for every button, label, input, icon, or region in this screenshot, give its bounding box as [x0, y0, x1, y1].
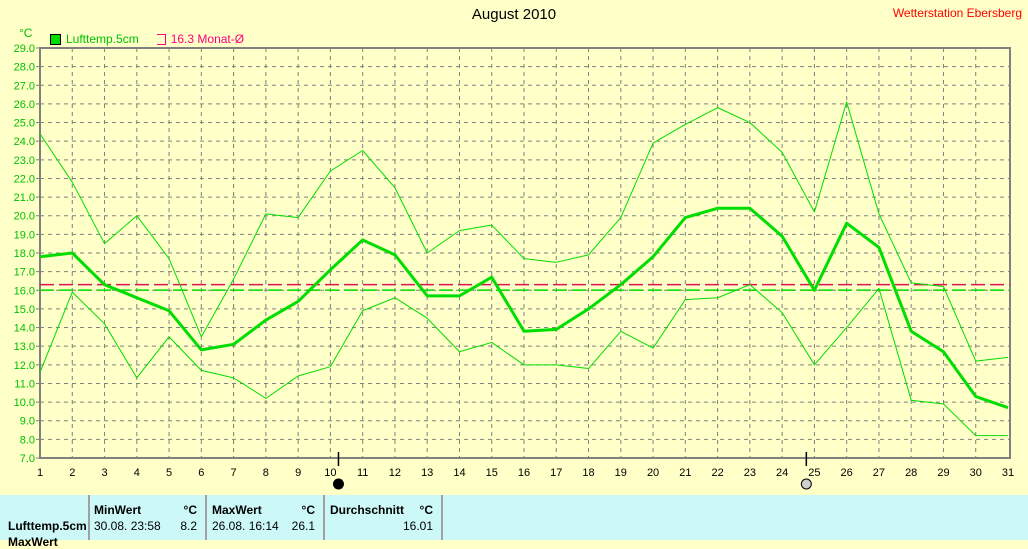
x-tick-label: 10 [324, 467, 336, 479]
x-tick-label: 12 [389, 467, 401, 479]
y-tick-label: 19.0 [14, 229, 35, 241]
y-tick-label: 25.0 [14, 118, 35, 130]
y-tick-label: 17.0 [14, 267, 35, 279]
y-tick-label: 7.0 [20, 453, 35, 465]
min-column: MinWert °C 30.08. 23:58 8.2 [90, 495, 207, 540]
y-tick-label: 26.0 [14, 99, 35, 111]
x-tick-label: 14 [453, 467, 465, 479]
y-tick-label: 18.0 [14, 248, 35, 260]
y-tick-label: 14.0 [14, 323, 35, 335]
min-value: 8.2 [180, 519, 197, 533]
legend-label-monthly-avg: 16.3 Monat-Ø [171, 32, 244, 46]
y-tick-label: 9.0 [20, 416, 35, 428]
y-tick-label: 8.0 [20, 434, 35, 446]
x-tick-label: 13 [421, 467, 433, 479]
x-tick-label: 5 [166, 467, 172, 479]
legend: Lufttemp.5cm 16.3 Monat-Ø [50, 32, 244, 46]
y-axis-unit: °C [19, 26, 32, 40]
max-header: MaxWert [212, 503, 262, 517]
avg-column: Durchschnitt °C 16.01 [325, 495, 443, 540]
x-tick-label: 3 [101, 467, 107, 479]
new-moon-icon [333, 479, 343, 489]
y-tick-label: 24.0 [14, 136, 35, 148]
x-tick-label: 19 [615, 467, 627, 479]
y-tick-label: 10.0 [14, 397, 35, 409]
y-tick-label: 29.0 [14, 43, 35, 55]
x-tick-label: 1 [37, 467, 43, 479]
x-tick-label: 28 [905, 467, 917, 479]
x-tick-label: 22 [711, 467, 723, 479]
legend-item-monthly-avg: 16.3 Monat-Ø [157, 32, 244, 46]
x-tick-label: 21 [679, 467, 691, 479]
legend-item-series: Lufttemp.5cm [50, 32, 139, 46]
x-tick-label: 4 [134, 467, 140, 479]
x-tick-label: 23 [744, 467, 756, 479]
y-tick-label: 12.0 [14, 360, 35, 372]
station-name: Wetterstation Ebersberg [893, 6, 1022, 20]
full-moon-icon [801, 479, 811, 489]
label-column: Lufttemp.5cm MaxWert [0, 495, 90, 540]
x-tick-label: 8 [263, 467, 269, 479]
x-tick-label: 29 [937, 467, 949, 479]
x-tick-label: 30 [970, 467, 982, 479]
x-tick-label: 2 [69, 467, 75, 479]
x-tick-label: 27 [873, 467, 885, 479]
min-time: 30.08. 23:58 [94, 519, 161, 533]
legend-swatch-series [50, 34, 61, 45]
chart-title: August 2010 [0, 6, 1028, 23]
min-header: MinWert [94, 503, 141, 517]
temperature-chart: 7.0 8.0 9.0 10.0 11.0 12.0 13.0 14.0 15.0 16.0 17.… [0, 0, 1028, 495]
x-tick-label: 20 [647, 467, 659, 479]
y-tick-label: 13.0 [14, 341, 35, 353]
legend-swatch-monthly-avg [157, 34, 166, 45]
x-tick-label: 16 [518, 467, 530, 479]
y-tick-label: 28.0 [14, 62, 35, 74]
x-tick-label: 24 [776, 467, 788, 479]
x-tick-label: 9 [295, 467, 301, 479]
max-time: 26.08. 16:14 [212, 519, 279, 533]
y-tick-label: 11.0 [14, 378, 35, 390]
y-tick-label: 15.0 [14, 304, 35, 316]
row-label: Lufttemp.5cm [8, 519, 87, 533]
y-tick-label: 27.0 [14, 80, 35, 92]
y-tick-label: 16.0 [14, 285, 35, 297]
max-unit: °C [302, 503, 315, 517]
avg-unit: °C [420, 503, 433, 517]
x-tick-label: 18 [582, 467, 594, 479]
x-tick-label: 15 [486, 467, 498, 479]
min-unit: °C [184, 503, 197, 517]
x-tick-label: 17 [550, 467, 562, 479]
max-value: 26.1 [292, 519, 315, 533]
row2-label: MaxWert [8, 535, 58, 549]
y-tick-label: 22.0 [14, 173, 35, 185]
x-tick-label: 31 [1002, 467, 1014, 479]
x-tick-label: 6 [198, 467, 204, 479]
x-tick-label: 7 [231, 467, 237, 479]
y-tick-label: 23.0 [14, 155, 35, 167]
legend-label-series: Lufttemp.5cm [66, 32, 139, 46]
x-tick-label: 26 [841, 467, 853, 479]
y-tick-label: 20.0 [14, 211, 35, 223]
max-column: MaxWert °C 26.08. 16:14 26.1 [207, 495, 325, 540]
x-tick-label: 11 [357, 467, 368, 479]
x-tick-label: 25 [808, 467, 820, 479]
avg-header: Durchschnitt [330, 503, 404, 517]
stats-table: Lufttemp.5cm MaxWert MinWert °C 30.08. 2… [0, 495, 1028, 540]
avg-value: 16.01 [403, 519, 433, 533]
y-tick-label: 21.0 [14, 192, 35, 204]
